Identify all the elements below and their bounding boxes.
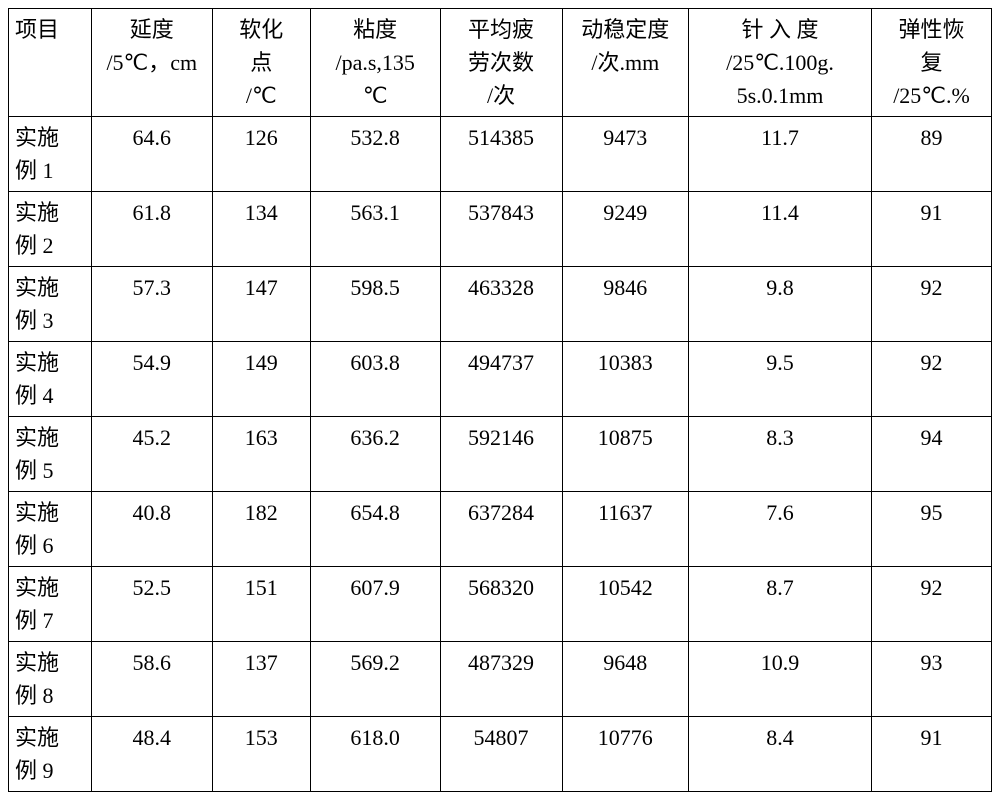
header-cell-penetration: 针 入 度/25℃.100g.5s.0.1mm	[688, 9, 871, 117]
cell-value: 61.8	[91, 192, 212, 267]
cell-value: 463328	[440, 267, 562, 342]
cell-value: 95	[872, 492, 992, 567]
table-row: 实施例 2 61.8 134 563.1 537843 9249 11.4 91	[9, 192, 992, 267]
cell-value: 52.5	[91, 567, 212, 642]
cell-value: 11637	[562, 492, 688, 567]
cell-value: 654.8	[310, 492, 440, 567]
cell-value: 7.6	[688, 492, 871, 567]
cell-value: 93	[872, 642, 992, 717]
table-body: 实施例 1 64.6 126 532.8 514385 9473 11.7 89…	[9, 117, 992, 792]
header-row: 项目 延度/5℃，cm 软化点/℃ 粘度/pa.s,135℃ 平均疲劳次数/次 …	[9, 9, 992, 117]
cell-value: 10.9	[688, 642, 871, 717]
row-label: 实施例 4	[9, 342, 92, 417]
table-row: 实施例 6 40.8 182 654.8 637284 11637 7.6 95	[9, 492, 992, 567]
row-label: 实施例 7	[9, 567, 92, 642]
cell-value: 147	[212, 267, 310, 342]
cell-value: 11.4	[688, 192, 871, 267]
cell-value: 126	[212, 117, 310, 192]
header-cell-viscosity: 粘度/pa.s,135℃	[310, 9, 440, 117]
cell-value: 532.8	[310, 117, 440, 192]
header-cell-project: 项目	[9, 9, 92, 117]
cell-value: 563.1	[310, 192, 440, 267]
cell-value: 182	[212, 492, 310, 567]
row-label: 实施例 3	[9, 267, 92, 342]
cell-value: 10875	[562, 417, 688, 492]
header-cell-stability: 动稳定度/次.mm	[562, 9, 688, 117]
cell-value: 9.5	[688, 342, 871, 417]
cell-value: 149	[212, 342, 310, 417]
cell-value: 8.7	[688, 567, 871, 642]
row-label: 实施例 9	[9, 717, 92, 792]
row-label: 实施例 5	[9, 417, 92, 492]
cell-value: 92	[872, 567, 992, 642]
cell-value: 11.7	[688, 117, 871, 192]
cell-value: 569.2	[310, 642, 440, 717]
cell-value: 40.8	[91, 492, 212, 567]
cell-value: 89	[872, 117, 992, 192]
cell-value: 603.8	[310, 342, 440, 417]
table-row: 实施例 9 48.4 153 618.0 54807 10776 8.4 91	[9, 717, 992, 792]
cell-value: 64.6	[91, 117, 212, 192]
cell-value: 598.5	[310, 267, 440, 342]
row-label: 实施例 1	[9, 117, 92, 192]
table-header: 项目 延度/5℃，cm 软化点/℃ 粘度/pa.s,135℃ 平均疲劳次数/次 …	[9, 9, 992, 117]
cell-value: 10776	[562, 717, 688, 792]
cell-value: 537843	[440, 192, 562, 267]
cell-value: 592146	[440, 417, 562, 492]
cell-value: 494737	[440, 342, 562, 417]
cell-value: 9846	[562, 267, 688, 342]
cell-value: 163	[212, 417, 310, 492]
cell-value: 54.9	[91, 342, 212, 417]
cell-value: 137	[212, 642, 310, 717]
row-label: 实施例 6	[9, 492, 92, 567]
header-cell-ductility: 延度/5℃，cm	[91, 9, 212, 117]
table-row: 实施例 4 54.9 149 603.8 494737 10383 9.5 92	[9, 342, 992, 417]
cell-value: 45.2	[91, 417, 212, 492]
header-cell-fatigue: 平均疲劳次数/次	[440, 9, 562, 117]
data-table: 项目 延度/5℃，cm 软化点/℃ 粘度/pa.s,135℃ 平均疲劳次数/次 …	[8, 8, 992, 792]
table-row: 实施例 7 52.5 151 607.9 568320 10542 8.7 92	[9, 567, 992, 642]
table-row: 实施例 8 58.6 137 569.2 487329 9648 10.9 93	[9, 642, 992, 717]
cell-value: 91	[872, 717, 992, 792]
cell-value: 48.4	[91, 717, 212, 792]
cell-value: 8.4	[688, 717, 871, 792]
cell-value: 153	[212, 717, 310, 792]
cell-value: 10383	[562, 342, 688, 417]
cell-value: 618.0	[310, 717, 440, 792]
cell-value: 134	[212, 192, 310, 267]
cell-value: 607.9	[310, 567, 440, 642]
cell-value: 10542	[562, 567, 688, 642]
cell-value: 57.3	[91, 267, 212, 342]
cell-value: 568320	[440, 567, 562, 642]
cell-value: 58.6	[91, 642, 212, 717]
table-row: 实施例 3 57.3 147 598.5 463328 9846 9.8 92	[9, 267, 992, 342]
row-label: 实施例 2	[9, 192, 92, 267]
table-row: 实施例 5 45.2 163 636.2 592146 10875 8.3 94	[9, 417, 992, 492]
cell-value: 92	[872, 267, 992, 342]
table-row: 实施例 1 64.6 126 532.8 514385 9473 11.7 89	[9, 117, 992, 192]
cell-value: 8.3	[688, 417, 871, 492]
cell-value: 9249	[562, 192, 688, 267]
header-cell-softening: 软化点/℃	[212, 9, 310, 117]
cell-value: 94	[872, 417, 992, 492]
cell-value: 514385	[440, 117, 562, 192]
cell-value: 637284	[440, 492, 562, 567]
cell-value: 92	[872, 342, 992, 417]
cell-value: 54807	[440, 717, 562, 792]
cell-value: 91	[872, 192, 992, 267]
cell-value: 487329	[440, 642, 562, 717]
cell-value: 9.8	[688, 267, 871, 342]
header-cell-elastic: 弹性恢复/25℃.%	[872, 9, 992, 117]
row-label: 实施例 8	[9, 642, 92, 717]
cell-value: 9648	[562, 642, 688, 717]
cell-value: 636.2	[310, 417, 440, 492]
cell-value: 151	[212, 567, 310, 642]
cell-value: 9473	[562, 117, 688, 192]
